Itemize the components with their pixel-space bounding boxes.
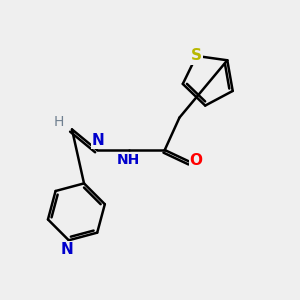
Text: N: N <box>61 242 74 257</box>
Text: H: H <box>53 115 64 129</box>
Text: S: S <box>191 48 202 63</box>
Text: N: N <box>92 133 105 148</box>
Text: O: O <box>190 153 203 168</box>
Text: NH: NH <box>116 153 140 167</box>
